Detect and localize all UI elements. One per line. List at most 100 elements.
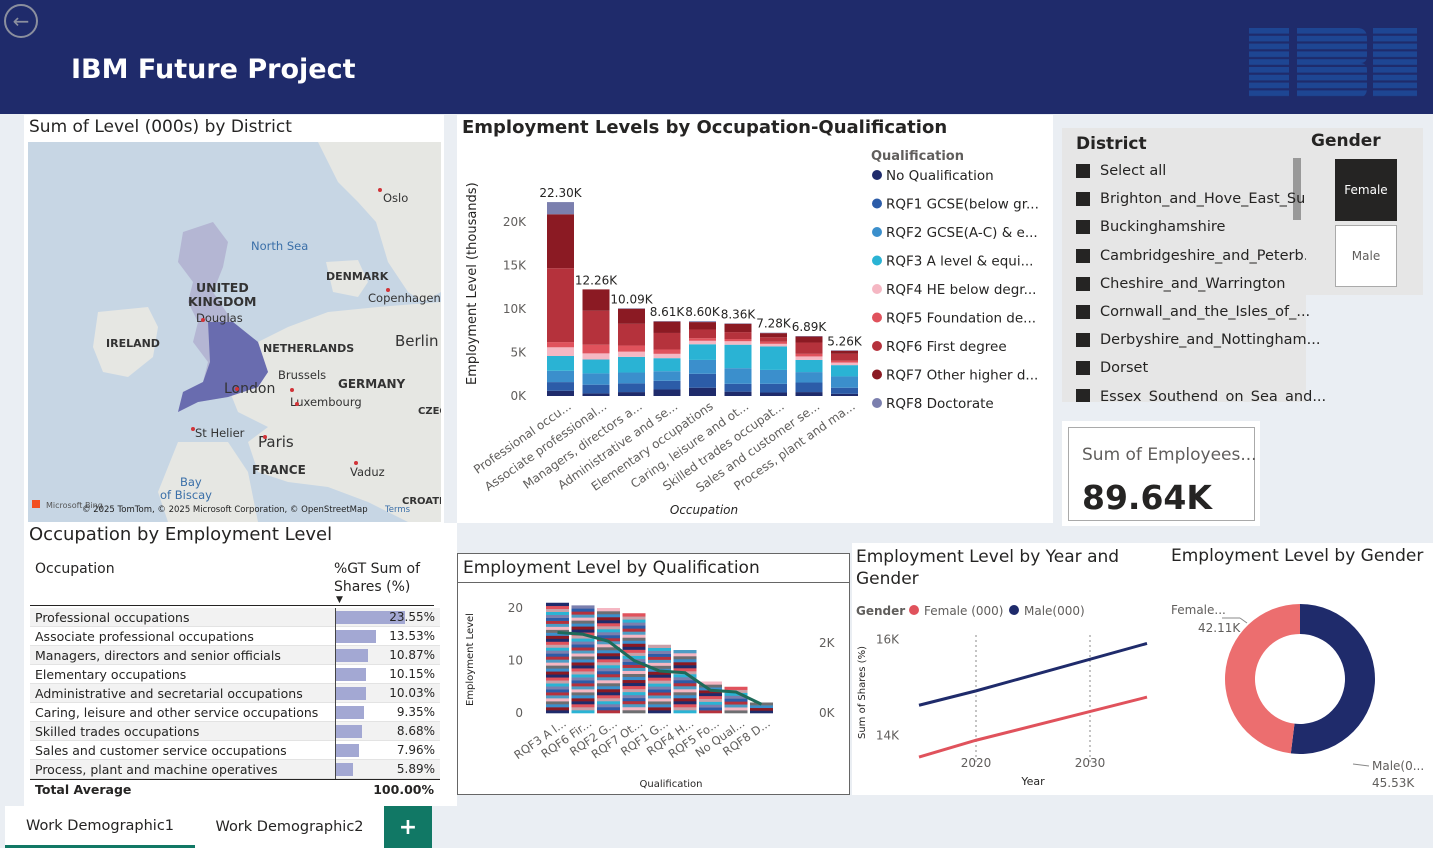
occupation-table-title: Occupation by Employment Level (29, 524, 333, 545)
svg-text:Bay: Bay (180, 475, 202, 489)
bar-segment (673, 668, 697, 672)
bar-segment (597, 695, 620, 699)
bar-segment (622, 634, 646, 638)
bar-segment (546, 677, 569, 681)
gender-slicer[interactable]: Gender Female Male (1306, 128, 1423, 295)
slicer-item[interactable]: Cheshire_and_Warrington (1076, 276, 1285, 292)
checkbox-icon[interactable] (1076, 361, 1090, 376)
bar-segment (622, 700, 646, 705)
y-tick-right: 0K (819, 706, 836, 720)
female-button[interactable]: Female (1335, 159, 1397, 221)
checkbox-icon[interactable] (1076, 192, 1090, 207)
occ-qual-chart[interactable]: 0K 5K 10K 15K 20K Employment Level (thousands… (457, 145, 1053, 523)
checkbox-icon[interactable] (1076, 305, 1090, 319)
ibm-logo: IBM (1249, 28, 1417, 98)
checkbox-icon[interactable] (1076, 248, 1090, 263)
col-occupation-header[interactable]: Occupation (35, 561, 115, 577)
tab-work-demographic1[interactable]: Work Demographic1 (5, 806, 195, 848)
table-row[interactable]: Associate professional occupations 13.53% (30, 626, 440, 646)
bar-segment (648, 674, 671, 678)
checkbox-icon[interactable] (1076, 220, 1090, 235)
bar-segment (648, 710, 671, 714)
table-row[interactable]: Skilled trades occupations 8.68% (30, 721, 440, 741)
bar-segment (571, 644, 595, 648)
slicer-scrollbar[interactable] (1293, 158, 1301, 220)
leader-line (1239, 617, 1248, 624)
year-gender-panel: Employment Level by Year and Gender Gend… (852, 543, 1165, 795)
table-row[interactable]: Elementary occupations 10.15% (30, 664, 440, 684)
slicer-item[interactable]: Essex_Southend_on_Sea_and... (1076, 388, 1326, 402)
bar-segment (597, 677, 620, 681)
checkbox-icon[interactable] (1076, 276, 1090, 291)
bar-segment (546, 608, 569, 612)
occupation-name: Elementary occupations (35, 666, 187, 682)
bar-segment (760, 369, 787, 384)
bar-segment (597, 632, 620, 636)
bar-segment (724, 383, 752, 392)
x-tick-label: 2030 (1075, 756, 1106, 770)
table-row[interactable]: Managers, directors and senior officials… (30, 645, 440, 665)
bar-segment (546, 641, 569, 645)
year-gender-chart[interactable]: Gender Female (000) Male(000) Sum of Shares… (852, 597, 1165, 793)
table-row[interactable]: Process, plant and machine operatives 5.8… (30, 759, 440, 779)
bar-segment (699, 704, 722, 708)
slicer-item[interactable]: Derbyshire_and_Nottingham... (1076, 332, 1321, 348)
bar-segment (689, 344, 716, 360)
bar-segment (648, 677, 671, 681)
slicer-item[interactable]: Dorset (1076, 360, 1148, 376)
slicer-item[interactable]: Buckinghamshire (1076, 219, 1225, 235)
bar-segment (597, 686, 620, 690)
add-page-button[interactable]: + (384, 806, 432, 848)
page-title: IBM Future Project (71, 54, 356, 85)
bar-segment (546, 626, 569, 630)
bar-segment (673, 704, 697, 708)
bar-segment (571, 656, 595, 660)
bar-segment (648, 701, 671, 705)
table-row[interactable]: Professional occupations 23.55% (30, 607, 440, 627)
tab-work-demographic2[interactable]: Work Demographic2 (195, 806, 384, 848)
bar-segment (724, 710, 748, 714)
district-map[interactable]: Oslo North Sea DENMARK UNITED KINGDOM Do… (28, 142, 441, 522)
bar-segment (653, 358, 681, 372)
table-row[interactable]: Sales and customer service occupations 7.… (30, 740, 440, 760)
male-button[interactable]: Male (1335, 225, 1397, 287)
checkbox-icon[interactable] (1076, 333, 1090, 348)
slicer-item[interactable]: Cornwall_and_the_Isles_of_... (1076, 304, 1310, 320)
y-tick-left: 0 (515, 706, 523, 720)
y-tick-right: 2K (819, 636, 836, 650)
bar-segment (582, 393, 610, 396)
bar-segment (546, 665, 569, 669)
table-row[interactable]: Administrative and secretarial occupatio… (30, 683, 440, 703)
back-arrow-icon[interactable]: ← (4, 4, 38, 38)
slicer-item[interactable]: Cambridgeshire_and_Peterb... (1076, 248, 1318, 264)
leader-line (1352, 763, 1370, 767)
col-shares-header[interactable]: %GT Sum of (334, 561, 420, 577)
gender-donut-chart[interactable]: Female... 42.11K Male(0... 45.53K (1165, 573, 1433, 795)
bar-segment (622, 697, 646, 702)
total-label: 8.61K (650, 305, 686, 319)
sort-desc-icon[interactable]: ▼ (336, 595, 343, 605)
bar-segment (622, 670, 646, 675)
bar-segment (597, 683, 620, 687)
share-databar (336, 667, 366, 681)
bar-segment (724, 707, 748, 711)
terms-link[interactable]: Terms (384, 505, 411, 515)
bar-segment (622, 676, 646, 681)
bar-segment (622, 631, 646, 635)
bar-segment (546, 674, 569, 678)
bar-segment (622, 652, 646, 656)
district-slicer[interactable]: District (1062, 128, 1306, 402)
legend-item: RQF7 Other higher d... (886, 368, 1038, 384)
slicer-item[interactable]: Select all (1076, 163, 1166, 179)
card-label: Sum of Employees... (1082, 445, 1257, 465)
bar-segment (622, 613, 646, 617)
slicer-item[interactable]: Brighton_and_Hove_East_Su... (1076, 191, 1319, 207)
occupation-table: Professional occupations 23.55% Associate … (30, 607, 440, 779)
qualification-panel: Employment Level by Qualification Employ… (457, 553, 850, 795)
share-value: 9.35% (396, 704, 435, 719)
bar-segment (571, 689, 595, 693)
checkbox-icon[interactable] (1076, 164, 1090, 178)
checkbox-icon[interactable] (1076, 388, 1090, 402)
table-row[interactable]: Caring, leisure and other service occupa… (30, 702, 440, 722)
